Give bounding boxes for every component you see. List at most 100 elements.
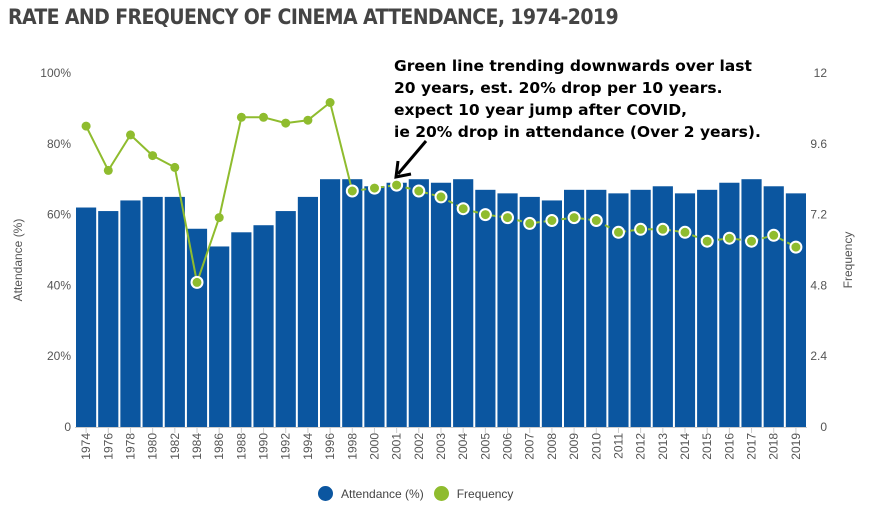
attendance-bar[interactable]: [719, 182, 740, 427]
attendance-bar[interactable]: [386, 182, 407, 427]
attendance-bar[interactable]: [231, 232, 252, 427]
attendance-bar[interactable]: [430, 182, 452, 427]
attendance-bar[interactable]: [586, 189, 607, 427]
frequency-point[interactable]: [767, 228, 781, 242]
attendance-bar[interactable]: [320, 179, 341, 427]
frequency-point[interactable]: [368, 181, 381, 195]
legend-label: Frequency: [456, 486, 514, 501]
legend-item-attendance[interactable]: Attendance (%): [318, 486, 424, 501]
legend-marker: [318, 486, 333, 501]
attendance-bar[interactable]: [120, 200, 141, 427]
attendance-bar[interactable]: [453, 179, 474, 427]
x-tick-label: 2011: [612, 433, 626, 459]
frequency-point[interactable]: [148, 151, 158, 161]
attendance-bar[interactable]: [364, 186, 385, 427]
frequency-point[interactable]: [259, 112, 268, 122]
x-tick-label: 2017: [745, 433, 759, 460]
attendance-bar[interactable]: [785, 193, 806, 427]
x-tick-label: 2004: [456, 433, 470, 460]
attendance-bar[interactable]: [253, 225, 274, 427]
attendance-bar[interactable]: [76, 207, 97, 427]
frequency-point[interactable]: [170, 162, 180, 172]
attendance-bar[interactable]: [763, 186, 784, 427]
frequency-point[interactable]: [501, 211, 514, 225]
frequency-point[interactable]: [634, 222, 648, 236]
attendance-bar[interactable]: [297, 196, 318, 427]
attendance-bar[interactable]: [652, 186, 673, 427]
annotation-arrowhead: [394, 160, 412, 179]
frequency-point[interactable]: [789, 240, 803, 254]
attendance-bar[interactable]: [741, 179, 762, 427]
attendance-bar[interactable]: [342, 179, 363, 427]
attendance-bar[interactable]: [608, 193, 629, 427]
frequency-point[interactable]: [612, 225, 625, 239]
x-tick-label: 1986: [212, 433, 226, 460]
x-tick-label: 2000: [368, 433, 382, 460]
attendance-bar[interactable]: [541, 200, 562, 427]
frequency-point[interactable]: [700, 234, 714, 248]
frequency-point[interactable]: [81, 121, 91, 131]
x-tick-label: 1978: [124, 433, 138, 460]
x-tick-label: 2008: [545, 433, 559, 460]
frequency-point[interactable]: [545, 214, 559, 227]
frequency-point[interactable]: [190, 275, 204, 289]
attendance-bar[interactable]: [209, 246, 230, 427]
attendance-bar[interactable]: [697, 189, 718, 427]
frequency-point[interactable]: [434, 190, 448, 204]
frequency-point[interactable]: [656, 222, 670, 236]
frequency-point[interactable]: [236, 112, 246, 122]
x-tick-label: 2016: [722, 433, 736, 460]
frequency-point[interactable]: [722, 231, 736, 245]
x-tick-label: 2003: [434, 433, 448, 460]
attendance-bar[interactable]: [186, 228, 208, 427]
attendance-bar[interactable]: [564, 189, 585, 427]
legend-item-frequency[interactable]: Frequency: [433, 486, 514, 501]
frequency-point[interactable]: [589, 214, 603, 227]
x-tick-label: 1988: [234, 433, 248, 460]
frequency-point[interactable]: [567, 211, 581, 225]
attendance-bar[interactable]: [497, 193, 518, 427]
attendance-bar[interactable]: [519, 196, 540, 427]
x-tick-label: 2010: [589, 433, 603, 460]
line-layer: [81, 98, 803, 289]
x-tick-label: 2002: [412, 433, 426, 460]
x-tick-label: 1990: [257, 433, 271, 460]
x-tick-label: 2019: [789, 433, 803, 460]
attendance-bar[interactable]: [408, 179, 429, 427]
frequency-point[interactable]: [412, 184, 426, 198]
attendance-bar[interactable]: [98, 211, 119, 427]
chart-title: RATE AND FREQUENCY OF CINEMA ATTENDANCE,…: [8, 5, 619, 29]
y2-axis-label: Frequency: [841, 232, 855, 289]
y-axis-label: Attendance (%): [11, 219, 25, 302]
frequency-point[interactable]: [103, 165, 113, 175]
y2-tick-label: 9.6: [810, 137, 827, 151]
y-tick-label: 20%: [47, 349, 71, 363]
y-tick-label: 0: [64, 420, 71, 434]
attendance-bar[interactable]: [475, 189, 496, 427]
chart-legend: Attendance (%) Frequency: [318, 486, 523, 501]
attendance-bar[interactable]: [142, 196, 163, 427]
attendance-bar[interactable]: [674, 193, 696, 427]
attendance-bar[interactable]: [630, 189, 651, 427]
x-tick-label: 1994: [301, 433, 315, 460]
y-tick-label: 100%: [40, 66, 71, 80]
y2-tick-label: 0: [820, 420, 827, 434]
attendance-bar[interactable]: [164, 196, 185, 427]
x-tick-label: 2009: [567, 433, 581, 460]
x-tick-label: 1984: [190, 433, 204, 460]
frequency-point[interactable]: [345, 184, 359, 198]
frequency-point[interactable]: [214, 213, 224, 223]
frequency-point[interactable]: [390, 178, 404, 192]
x-tick-label: 1996: [323, 433, 337, 460]
frequency-point[interactable]: [126, 130, 135, 140]
frequency-point[interactable]: [303, 115, 313, 125]
attendance-bar[interactable]: [275, 211, 296, 427]
frequency-point[interactable]: [478, 208, 492, 222]
frequency-point[interactable]: [678, 225, 692, 239]
frequency-point[interactable]: [456, 202, 470, 216]
frequency-point[interactable]: [523, 216, 537, 230]
x-tick-label: 1982: [168, 433, 182, 460]
frequency-point[interactable]: [325, 98, 335, 107]
frequency-point[interactable]: [745, 234, 758, 248]
frequency-point[interactable]: [281, 118, 291, 128]
